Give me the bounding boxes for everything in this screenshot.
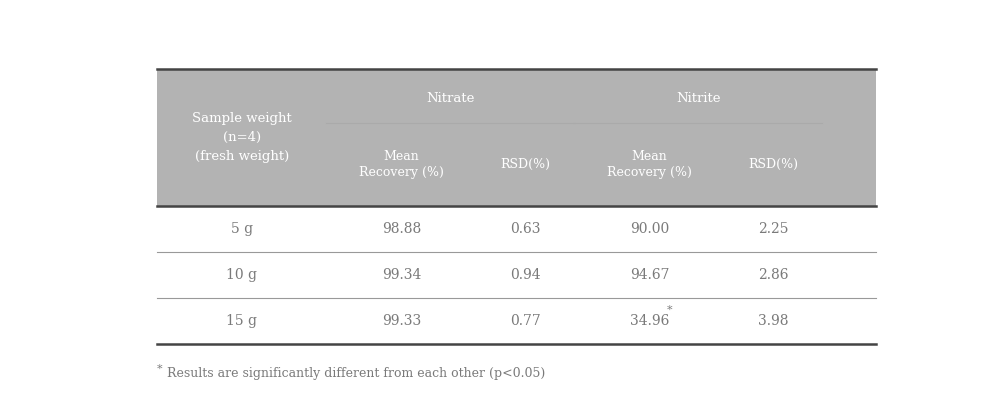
Text: 0.77: 0.77 [510, 314, 541, 328]
Text: 0.94: 0.94 [510, 267, 541, 282]
Text: 34.96: 34.96 [630, 314, 669, 328]
Bar [157, 69, 876, 206]
Text: 0.63: 0.63 [510, 222, 541, 236]
Text: Nitrate: Nitrate [426, 92, 475, 105]
Text: 2.86: 2.86 [758, 267, 789, 282]
Text: Results are significantly different from each other (p<0.05): Results are significantly different from… [166, 367, 545, 380]
Text: *: * [157, 364, 163, 374]
Text: 5 g: 5 g [231, 222, 253, 236]
Text: 3.98: 3.98 [758, 314, 789, 328]
Text: RSD(%): RSD(%) [749, 158, 798, 171]
Text: 99.34: 99.34 [382, 267, 421, 282]
Text: Nitrite: Nitrite [675, 92, 721, 105]
Text: 98.88: 98.88 [382, 222, 421, 236]
Text: Mean
Recovery (%): Mean Recovery (%) [607, 150, 692, 179]
Text: Sample weight
(n=4)
(fresh weight): Sample weight (n=4) (fresh weight) [192, 112, 291, 163]
Text: 10 g: 10 g [226, 267, 257, 282]
Text: RSD(%): RSD(%) [501, 158, 550, 171]
Text: 99.33: 99.33 [382, 314, 421, 328]
Text: Mean
Recovery (%): Mean Recovery (%) [359, 150, 445, 179]
Text: 94.67: 94.67 [630, 267, 669, 282]
Text: 90.00: 90.00 [630, 222, 669, 236]
Text: 2.25: 2.25 [758, 222, 789, 236]
Text: 15 g: 15 g [226, 314, 257, 328]
Text: *: * [666, 305, 672, 315]
